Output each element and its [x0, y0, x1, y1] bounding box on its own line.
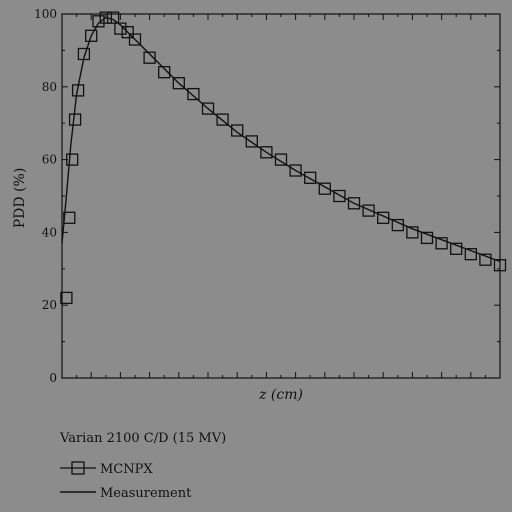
mcnpx-point [435, 237, 448, 250]
mcnpx-point [158, 66, 171, 79]
legend-mcnpx-marker [71, 461, 85, 475]
mcnpx-point [68, 113, 82, 126]
y-tick-label: 100 [34, 7, 57, 21]
mcnpx-point [260, 146, 273, 159]
mcnpx-point [77, 47, 91, 61]
mcnpx-point [71, 84, 85, 97]
mcnpx-point [245, 135, 258, 148]
series-measurement-line [61, 16, 501, 263]
plot-frame [61, 13, 501, 379]
mcnpx-point [216, 113, 229, 126]
mcnpx-point [201, 102, 215, 115]
mcnpx-point [172, 77, 185, 90]
mcnpx-point [274, 153, 288, 166]
mcnpx-point [304, 171, 317, 184]
y-tick-label: 40 [42, 225, 57, 239]
mcnpx-point [66, 153, 79, 166]
legend-title: Varian 2100 C/D (15 MV) [59, 431, 226, 446]
mcnpx-point [231, 124, 244, 137]
legend: Varian 2100 C/D (15 MV) MCNPX Measuremen… [59, 431, 226, 501]
y-tick-label: 80 [42, 80, 57, 94]
series-mcnpx-points [60, 11, 507, 305]
mcnpx-point [128, 33, 142, 46]
plot-area: 0 20 40 60 80 100 [34, 7, 507, 385]
y-axis-label: PDD (%) [12, 168, 28, 229]
mcnpx-point [121, 26, 134, 39]
mcnpx-point [464, 248, 477, 261]
mcnpx-point [450, 242, 463, 255]
y-tick-label: 20 [42, 298, 57, 312]
mcnpx-point [143, 51, 156, 64]
mcnpx-point [493, 259, 507, 272]
mcnpx-point [391, 218, 404, 232]
mcnpx-point [406, 226, 419, 239]
legend-measurement-label: Measurement [100, 486, 192, 501]
mcnpx-point [60, 291, 73, 305]
mcnpx-point [114, 22, 127, 35]
mcnpx-point [85, 29, 98, 42]
mcnpx-point [377, 211, 390, 224]
x-axis-label: z (cm) [258, 387, 303, 403]
mcnpx-point [318, 182, 331, 195]
mcnpx-point [333, 189, 346, 203]
mcnpx-point [92, 15, 105, 28]
mcnpx-point [99, 11, 112, 24]
y-axis-ticks: 0 20 40 60 80 100 [34, 7, 500, 385]
mcnpx-point [420, 231, 434, 245]
mcnpx-point [362, 204, 375, 217]
mcnpx-point [187, 87, 200, 101]
mcnpx-point [479, 253, 492, 266]
y-tick-label: 0 [49, 371, 57, 385]
mcnpx-point [289, 164, 302, 177]
y-tick-label: 60 [42, 153, 57, 167]
mcnpx-point [347, 197, 361, 210]
mcnpx-point [63, 211, 76, 224]
mcnpx-point [106, 11, 120, 24]
legend-mcnpx-label: MCNPX [100, 462, 153, 477]
x-axis-ticks [61, 14, 501, 378]
